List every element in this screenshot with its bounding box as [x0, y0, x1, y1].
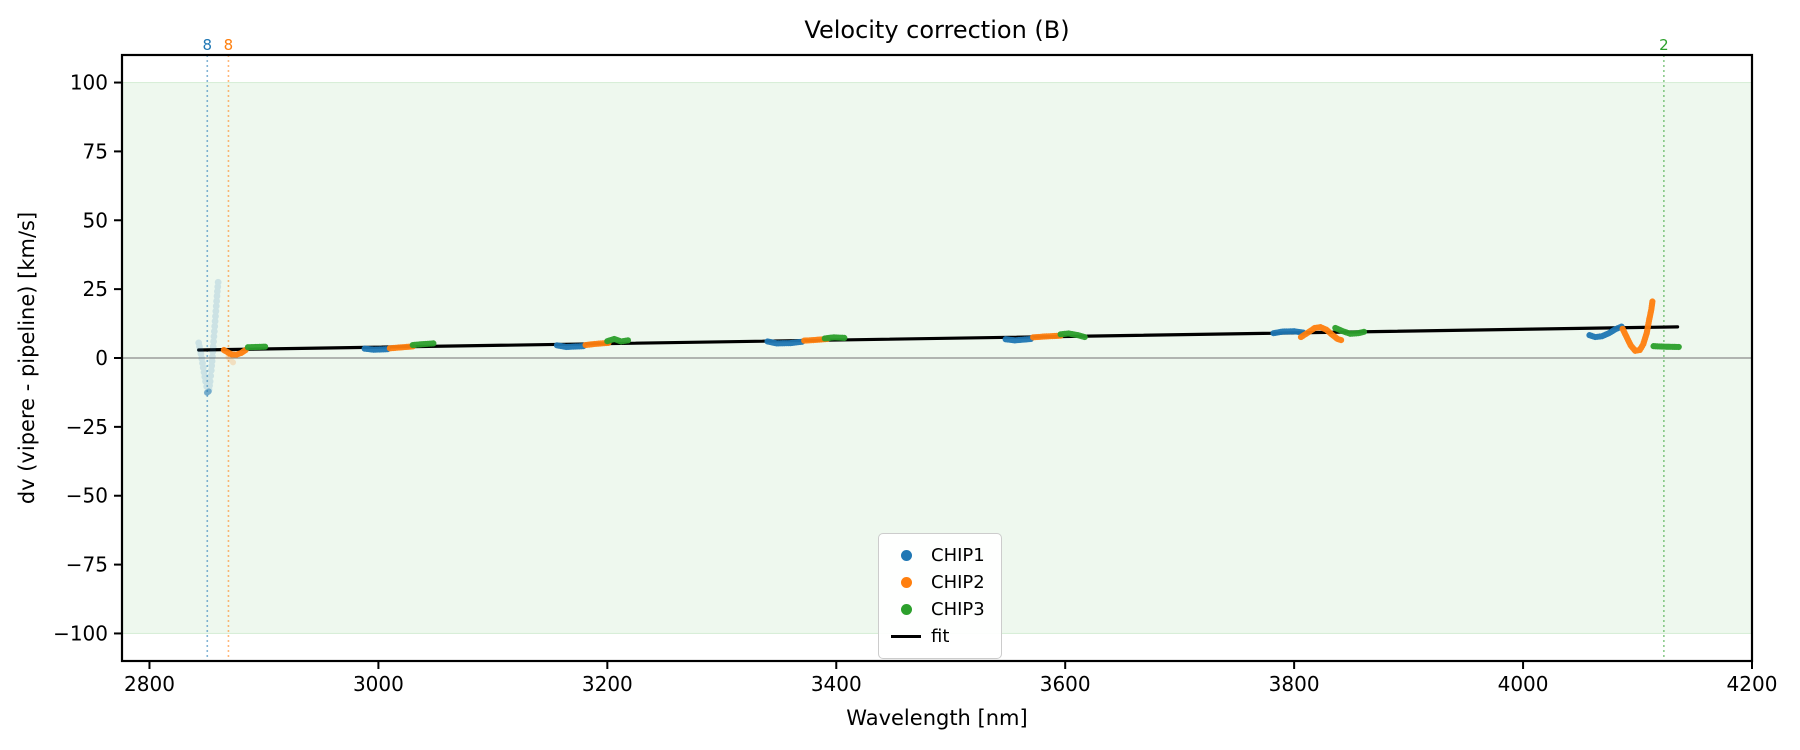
legend-label-chip2: CHIP2 — [931, 572, 985, 593]
svg-text:4200: 4200 — [1727, 672, 1778, 696]
svg-text:3800: 3800 — [1269, 672, 1320, 696]
fit-line-icon — [889, 635, 923, 638]
svg-text:25: 25 — [83, 277, 108, 301]
svg-text:0: 0 — [95, 346, 108, 370]
svg-text:75: 75 — [83, 139, 108, 163]
svg-text:4000: 4000 — [1498, 672, 1549, 696]
legend-item-chip3: CHIP3 — [889, 596, 991, 623]
order-count-label-chip1: 8 — [202, 36, 213, 54]
order-count-label-chip2: 8 — [223, 36, 234, 54]
svg-text:3600: 3600 — [1040, 672, 1091, 696]
legend-label-chip3: CHIP3 — [931, 599, 985, 620]
legend-label-fit: fit — [931, 626, 950, 647]
chip3-marker-icon — [889, 604, 923, 615]
legend-item-chip1: CHIP1 — [889, 542, 991, 569]
svg-text:−75: −75 — [66, 553, 108, 577]
order-count-label-chip3: 2 — [1659, 36, 1669, 54]
y-axis-label: dv (vipere - pipeline) [km/s] — [15, 211, 39, 505]
svg-text:−100: −100 — [53, 621, 108, 645]
legend: CHIP1 CHIP2 CHIP3 fit — [878, 533, 1002, 659]
legend-label-chip1: CHIP1 — [931, 545, 985, 566]
svg-text:2800: 2800 — [124, 672, 175, 696]
chart-title: Velocity correction (B) — [804, 16, 1070, 44]
svg-text:3400: 3400 — [811, 672, 862, 696]
svg-text:50: 50 — [83, 208, 108, 232]
svg-text:100: 100 — [70, 71, 108, 95]
legend-item-chip2: CHIP2 — [889, 569, 991, 596]
legend-item-fit: fit — [889, 623, 991, 650]
svg-text:−50: −50 — [66, 484, 108, 508]
svg-text:−25: −25 — [66, 415, 108, 439]
x-axis-label: Wavelength [nm] — [846, 706, 1028, 730]
chip1-marker-icon — [889, 550, 923, 561]
svg-text:3200: 3200 — [582, 672, 633, 696]
chip2-marker-icon — [889, 577, 923, 588]
svg-text:3000: 3000 — [353, 672, 404, 696]
